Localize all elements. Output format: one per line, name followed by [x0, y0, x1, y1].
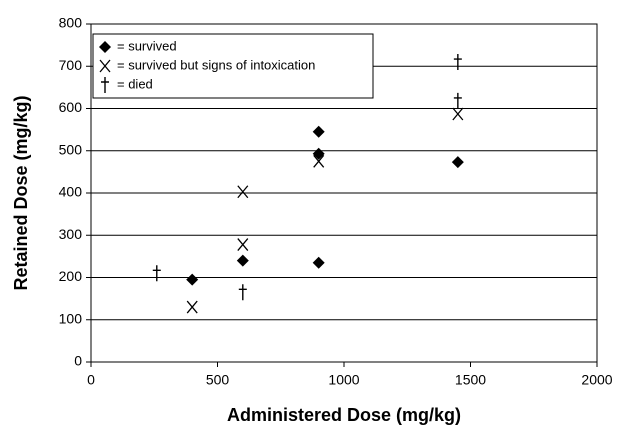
diamond-marker	[186, 273, 199, 286]
legend-box	[92, 33, 374, 99]
plot-frame	[90, 23, 598, 363]
y-tick-label: 700	[59, 57, 83, 73]
legend: = survived = survived but signs of intoxi…	[92, 33, 374, 99]
y-tick-label: 600	[59, 99, 83, 115]
y-tick-label: 400	[59, 184, 83, 200]
x-tick-label: 1000	[328, 372, 359, 388]
y-tick-label: 800	[59, 15, 83, 31]
diamond-marker	[312, 147, 325, 160]
diamond-marker	[99, 41, 111, 53]
diamond-marker	[312, 256, 325, 269]
dagger-marker	[453, 92, 462, 109]
x-tick-label: 0	[87, 372, 95, 388]
y-tick-label: 500	[59, 141, 83, 157]
x-marker	[313, 154, 325, 168]
legend-label: = died	[117, 76, 153, 91]
x-marker	[237, 185, 249, 199]
x-tick-label: 1500	[455, 372, 486, 388]
x-tick-label: 2000	[581, 372, 612, 388]
dagger-marker	[453, 54, 462, 71]
x-marker	[237, 238, 249, 251]
dagger-marker	[238, 284, 247, 301]
y-tick-label: 0	[74, 353, 82, 369]
diamond-marker	[236, 254, 249, 267]
x-marker	[452, 107, 464, 121]
dagger-marker	[101, 77, 109, 93]
x-tick-label: 500	[206, 372, 230, 388]
dagger-marker	[152, 265, 161, 282]
y-tick-label: 100	[59, 310, 83, 326]
y-tick-label: 200	[59, 268, 83, 284]
diamond-marker	[312, 125, 325, 138]
y-axis-title: Retained Dose (mg/kg)	[11, 95, 31, 290]
x-marker	[99, 59, 111, 73]
x-axis-title: Administered Dose (mg/kg)	[227, 405, 461, 425]
x-marker	[186, 300, 198, 314]
legend-label: = survived but signs of intoxication	[117, 57, 315, 72]
diamond-marker	[451, 156, 464, 169]
y-tick-label: 300	[59, 226, 83, 242]
legend-label: = survived	[117, 38, 177, 53]
